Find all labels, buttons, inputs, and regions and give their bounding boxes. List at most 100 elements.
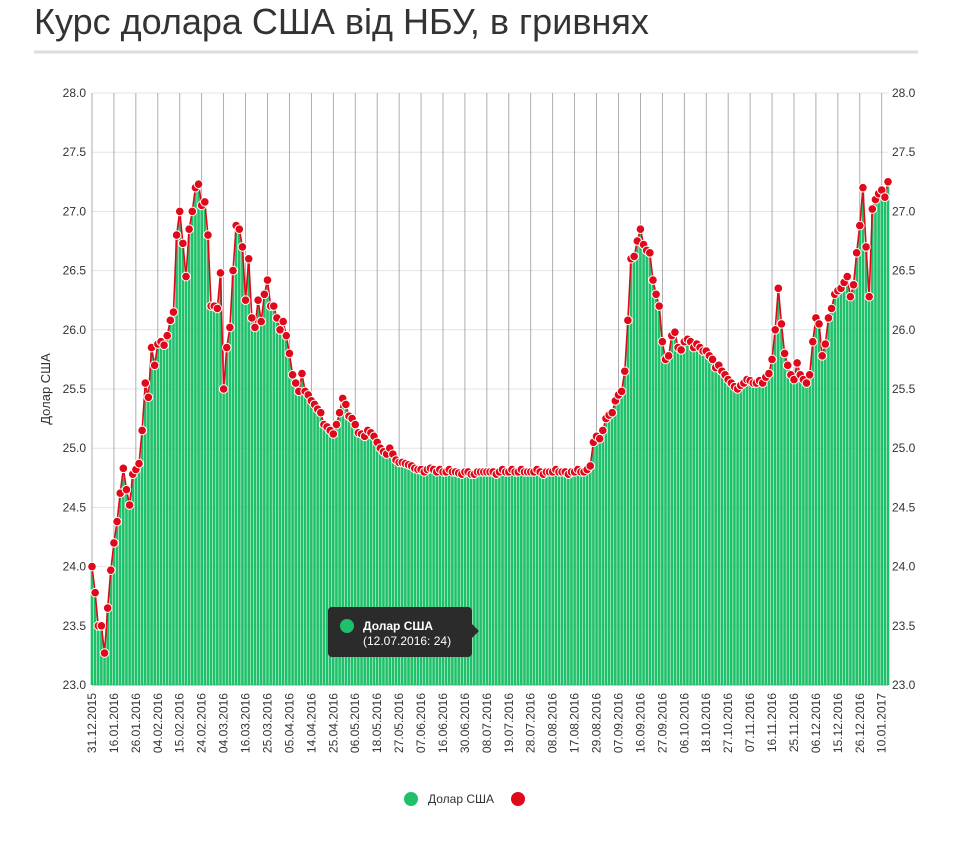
x-tick-label: 27.10.2016 [721,693,735,753]
point [90,587,100,598]
bar [209,306,213,685]
point [707,354,718,365]
bar [820,355,824,685]
bar [836,290,840,685]
bar [864,246,868,686]
bar [253,327,257,685]
x-tick-label: 28.07.2016 [524,693,538,753]
point [281,330,292,341]
bar [880,190,884,685]
bar [432,469,435,685]
bar [695,344,699,685]
bar [842,282,846,685]
bar [745,379,749,685]
bar [385,454,388,685]
point [99,648,110,658]
y-tick-label: 25.5 [63,382,87,396]
bar [394,460,398,685]
bar [601,430,605,685]
point [165,315,176,326]
bar [372,436,376,685]
bar [438,469,442,685]
bar [419,469,423,685]
bar [288,353,291,685]
point [212,303,223,314]
bar [573,471,576,685]
bar [764,377,768,685]
bar [322,424,326,685]
bar [510,469,514,685]
bar [717,365,721,685]
y-tick-label: 24.0 [63,560,87,574]
y-tick-label: 27.0 [63,204,87,218]
bar [861,187,865,685]
point [782,360,793,371]
bar [726,379,730,685]
bar [122,468,125,685]
bar [877,193,880,685]
bar [626,320,630,685]
point [851,248,862,258]
x-tick-label: 07.09.2016 [611,693,625,753]
bar [570,471,573,685]
bar [814,317,818,685]
bar [212,306,216,685]
bar [670,335,674,685]
bar [366,430,370,685]
bar [692,347,696,685]
bar [313,404,316,685]
point [247,313,257,323]
bar [181,243,185,686]
bar [156,344,160,685]
bar [729,383,733,685]
bar [585,469,589,685]
point [619,366,630,377]
bar [172,312,175,685]
tooltip: Долар США (12.07.2016: 24) [328,607,479,657]
bar [579,471,583,685]
point [109,538,119,548]
bar [808,374,811,685]
bar [400,462,404,685]
point [162,330,173,341]
bar [319,412,323,685]
bar [259,321,263,685]
legend[interactable]: Долар США [404,792,525,806]
bar [886,181,890,686]
x-tick-label: 06.12.2016 [809,693,823,753]
tooltip-name: Долар США [363,619,433,633]
bar [441,471,445,685]
x-tick-label: 24.02.2016 [195,693,209,753]
x-tick-label: 06.10.2016 [677,693,691,753]
bar [676,347,680,685]
bar [664,359,667,685]
point [243,253,254,264]
bar [773,329,777,685]
bar [291,374,294,685]
x-tick-label: 04.03.2016 [217,693,231,753]
bar [115,521,119,685]
x-tick-label: 18.10.2016 [699,693,713,753]
bar [789,374,793,685]
bar [413,468,417,685]
tooltip-swatch [340,619,354,633]
point [804,369,815,380]
bar [109,570,113,685]
point [174,206,185,217]
bar [131,474,135,685]
bar [118,493,122,685]
bar [617,394,620,685]
tooltip-text: (12.07.2016: 24) [363,634,451,648]
bar [278,329,282,685]
tooltip-arrow [472,624,479,638]
point [256,316,267,327]
bar [222,389,225,685]
bar [557,471,561,685]
bar [501,469,504,685]
point [820,339,831,349]
x-tick-label: 04.02.2016 [151,693,165,753]
point [134,458,144,469]
y2-tick-label: 23.0 [892,678,916,692]
bar [284,335,288,685]
bar [457,473,460,685]
